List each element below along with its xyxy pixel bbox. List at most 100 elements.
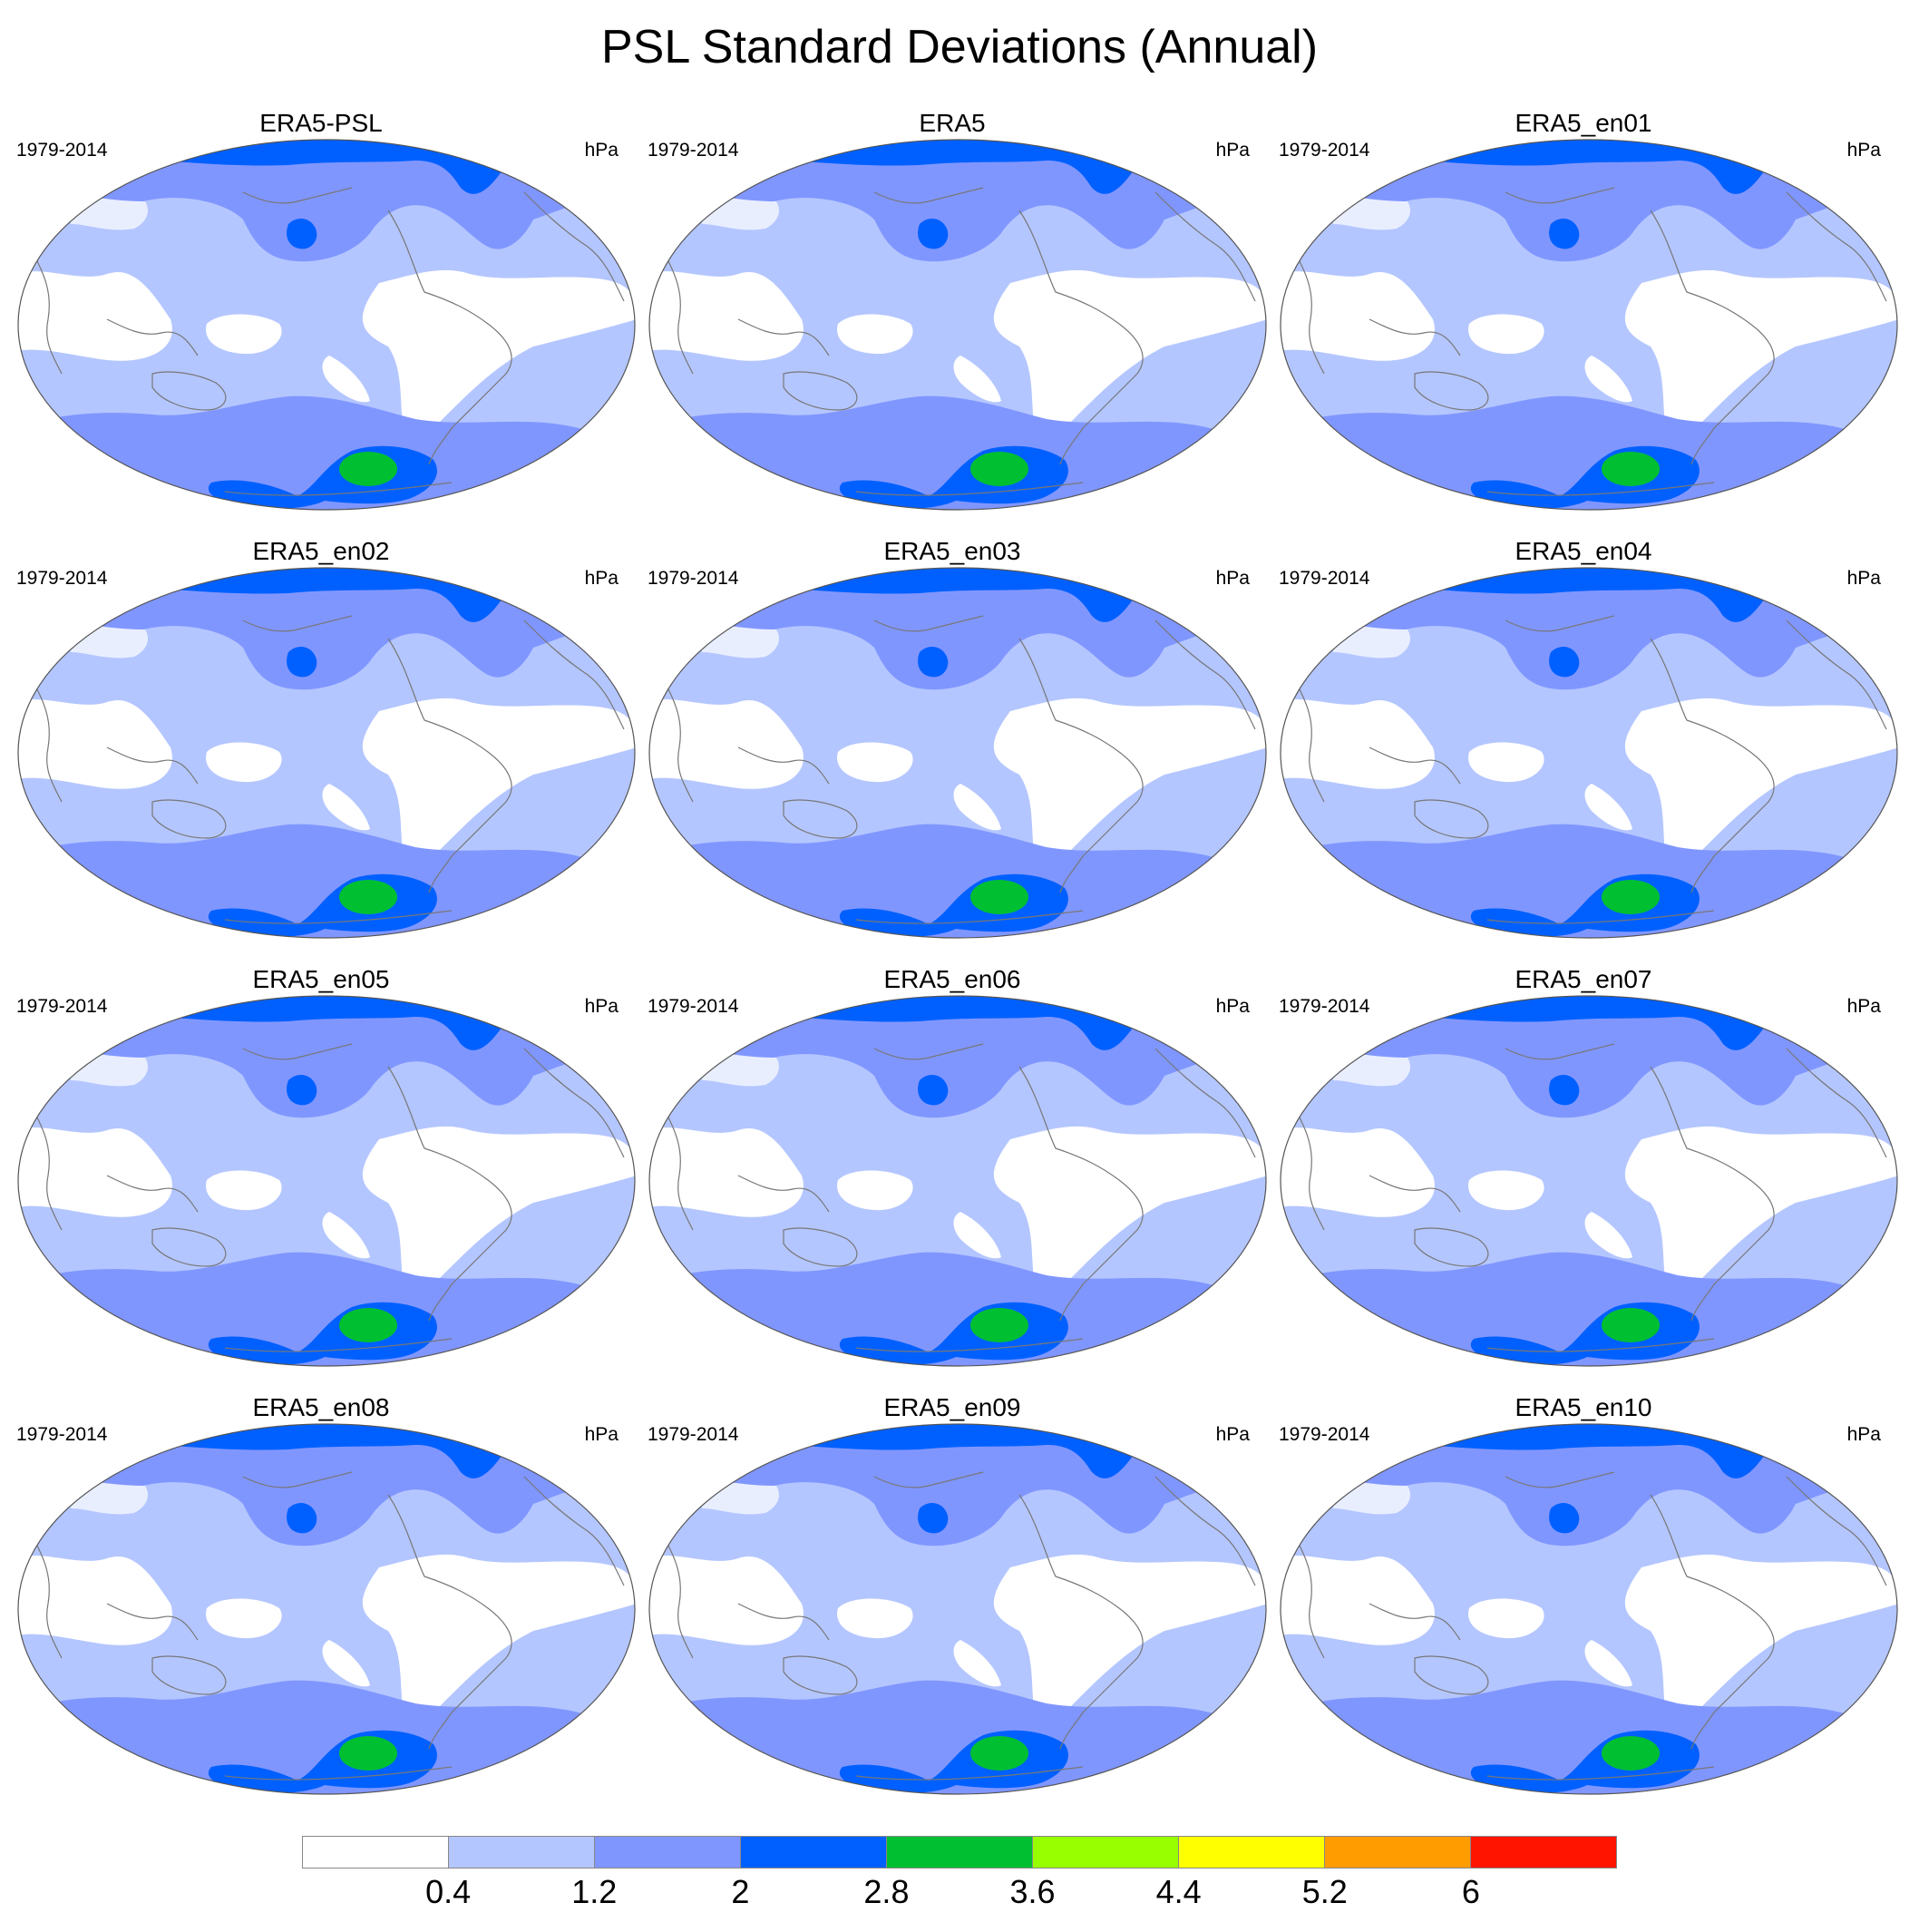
contour-low-asia [649,1127,804,1217]
colorbar-tick-label: 4.4 [1155,1873,1202,1910]
panel-title: ERA5_en06 [883,965,1021,993]
contour-2-2.8-arctic [1415,1424,1768,1478]
contour-low-america [1625,1126,1897,1305]
contour-1.2-2-south [649,824,1266,938]
panel-units-label: hPa [1215,996,1250,1017]
panel-period-label: 1979-2014 [16,568,108,589]
panel-title: ERA5_en03 [883,537,1021,565]
contour-low-east-pacific [322,784,370,831]
colorbar-swatch [1179,1837,1325,1868]
map-outline [17,139,636,511]
contour-low-east-pacific [1584,784,1632,831]
contour-low-asia [1281,271,1435,361]
map-panel: ERA5_en10 1979-2014 hPa [1266,1393,1901,1797]
contour-low-asia [18,271,172,361]
map [1280,995,1898,1367]
colorbar-swatch [1325,1837,1471,1868]
map-panel: ERA5_en05 1979-2014 hPa [4,965,638,1369]
contour-low-pacific [1468,742,1544,783]
colorbar [302,1836,1617,1869]
panel-units-label: hPa [1215,568,1250,589]
contour-low-asia [18,1556,172,1645]
colorbar-tick-label: 0.4 [425,1873,472,1910]
contour-low-america [1625,269,1897,449]
coastlines [34,187,625,496]
panel-title: ERA5-PSL [259,109,383,137]
contour-2-2.8-aleutian [918,1502,949,1534]
figure-title: PSL Standard Deviations (Annual) [600,21,1319,73]
coastlines [665,615,1256,924]
panel-units-label: hPa [584,140,619,161]
colorbar-swatch [449,1837,595,1868]
contour-2.8-3.6-core [1602,1308,1660,1342]
contour-low-america [363,1126,635,1305]
contour-2-2.8-arctic [784,568,1137,622]
contour-low-america [994,698,1266,877]
contour-low-east-pacific [1584,1640,1632,1687]
map-panel: ERA5_en03 1979-2014 hPa [635,537,1270,941]
map [1280,1423,1898,1795]
contour-low-east-pacific [322,1640,370,1687]
map-outline [1280,995,1898,1367]
colorbar-swatch [1033,1837,1179,1868]
map-panel: ERA5_en06 1979-2014 hPa [635,965,1270,1369]
panel-period-label: 1979-2014 [16,140,108,161]
contour-2-2.8-arctic [152,996,506,1050]
contour-2-2.8-aleutian [918,646,949,678]
contour-low-east-pacific [1584,1212,1632,1259]
map-panel: ERA5_en02 1979-2014 hPa [4,537,638,941]
contour-2-2.8-aleutian [287,646,317,678]
contour-low-asia [649,271,804,361]
contour-2.8-3.6-core [339,1736,397,1771]
coastlines [1296,187,1887,496]
panel-title: ERA5_en09 [883,1393,1021,1421]
colorbar-tick-label: 2 [731,1873,750,1910]
contour-low-america [363,269,635,449]
panel-units-label: hPa [1215,1424,1250,1445]
map-outline [648,567,1267,939]
coastlines [34,1043,625,1352]
panel-title: ERA5_en08 [252,1393,390,1421]
map [648,1423,1267,1795]
map-panel: ERA5_en07 1979-2014 hPa [1266,965,1901,1369]
contour-low-america [1625,1554,1897,1733]
colorbar-tick-label: 3.6 [1009,1873,1056,1910]
contour-2-2.8-arctic [1415,996,1768,1050]
coastlines [665,187,1256,496]
panel-period-label: 1979-2014 [648,140,739,161]
contour-low-america [994,1554,1266,1733]
contour-low-pacific [837,1598,913,1639]
map-panel: ERA5_en08 1979-2014 hPa [4,1393,638,1797]
contour-2-2.8-arctic [784,1424,1137,1478]
coastlines [34,615,625,924]
contour-low-east-pacific [953,1212,1001,1259]
contour-1.2-2-south [18,824,635,938]
panel-title: ERA5_en02 [252,537,390,565]
contour-2-2.8-aleutian [1549,1502,1580,1534]
contour-2-2.8-aleutian [918,218,949,249]
map [17,1423,636,1795]
contour-low-pacific [837,1170,913,1211]
contour-low-pacific [837,742,913,783]
contour-1.2-2-south [18,395,635,510]
contour-2.8-3.6-core [970,1736,1028,1771]
contour-2-2.8-arctic [1415,140,1768,194]
colorbar-swatch [595,1837,741,1868]
contour-low-america [994,269,1266,449]
contour-2.8-3.6-core [970,1308,1028,1342]
map-panel: ERA5 1979-2014 hPa [635,109,1270,512]
map [648,567,1267,939]
contour-low-america [994,1126,1266,1305]
panel-units-label: hPa [1215,140,1250,161]
panel-units-label: hPa [1846,996,1881,1017]
contour-low-east-pacific [322,1212,370,1259]
contour-1.2-2-south [649,1680,1266,1794]
colorbar-tick-label: 5.2 [1301,1873,1348,1910]
contour-2.8-3.6-core [1602,880,1660,914]
contour-low-asia [1281,1127,1435,1217]
contour-2-2.8-arctic [784,140,1137,194]
panel-period-label: 1979-2014 [16,1424,108,1445]
contour-low-america [363,698,635,877]
colorbar-tick-label: 6 [1461,1873,1480,1910]
contour-2-2.8-aleutian [1549,646,1580,678]
